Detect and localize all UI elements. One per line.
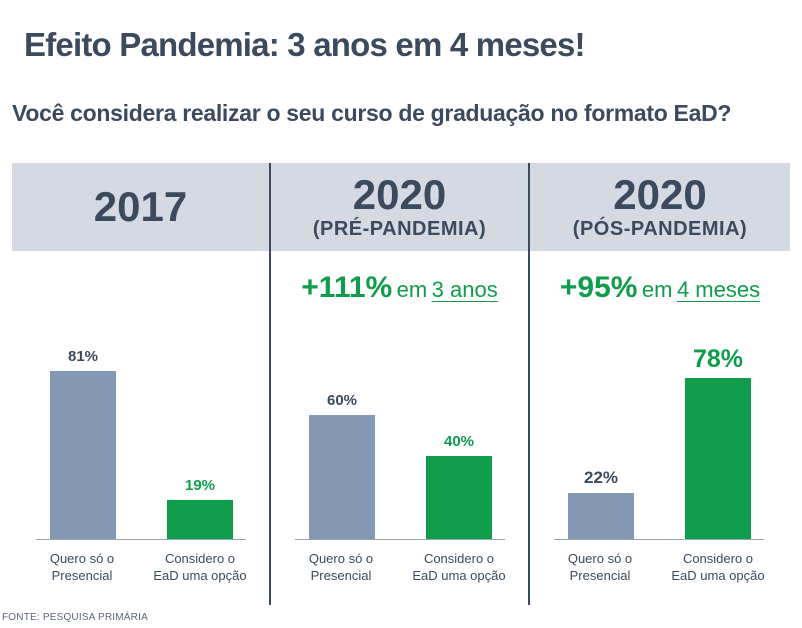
page-title: Efeito Pandemia: 3 anos em 4 meses! bbox=[24, 26, 586, 63]
growth-period: 4 meses bbox=[676, 277, 761, 302]
panel-year: 2017 bbox=[93, 183, 188, 230]
bar-presencial bbox=[50, 371, 116, 539]
chart-baseline bbox=[295, 539, 505, 540]
panel-divider-2 bbox=[528, 163, 530, 605]
category-label: Considero o EaD uma opção bbox=[412, 551, 506, 583]
chart-panel-2020-pre: 2020 (PRÉ-PANDEMIA) +111% em 3 anos 60% Q… bbox=[271, 163, 528, 605]
bar-presencial bbox=[568, 493, 634, 539]
chart-baseline bbox=[554, 539, 764, 540]
panel-header: 2020 (PÓS-PANDEMIA) bbox=[530, 163, 790, 251]
category-label: Quero só o Presencial bbox=[308, 551, 374, 583]
growth-percent: +95% bbox=[559, 271, 638, 304]
category-label: Quero só o Presencial bbox=[49, 551, 115, 583]
bar-value-label: 19% bbox=[184, 476, 216, 494]
bar-value-label: 81% bbox=[67, 348, 99, 366]
panel-header: 2020 (PRÉ-PANDEMIA) bbox=[271, 163, 528, 251]
panel-divider-1 bbox=[269, 163, 271, 605]
growth-period: 3 anos bbox=[431, 277, 498, 302]
category-label: Quero só o Presencial bbox=[567, 551, 633, 583]
growth-word: em bbox=[396, 277, 428, 302]
bar-ead bbox=[685, 377, 751, 539]
bar-value-label: 22% bbox=[583, 468, 619, 488]
growth-callout: +95% em 4 meses bbox=[530, 271, 790, 305]
growth-percent: +111% bbox=[301, 271, 393, 304]
panel-year: 2020 bbox=[352, 171, 447, 218]
bar-value-label: 60% bbox=[326, 391, 358, 409]
chart-baseline bbox=[36, 539, 246, 540]
category-label: Considero o EaD uma opção bbox=[671, 551, 765, 583]
panel-subtitle: (PRÉ-PANDEMIA) bbox=[312, 218, 487, 240]
bar-presencial bbox=[309, 414, 375, 539]
growth-callout: +111% em 3 anos bbox=[271, 271, 528, 305]
panel-year: 2020 bbox=[613, 171, 707, 218]
header-band bbox=[12, 163, 790, 251]
survey-question: Você considera realizar o seu curso de g… bbox=[12, 100, 732, 126]
bar-ead bbox=[167, 499, 233, 539]
category-label: Considero o EaD uma opção bbox=[153, 551, 247, 583]
chart-panel-2017: 2017 81% Quero só o Presencial 19% Consider… bbox=[12, 163, 269, 605]
panel-header: 2017 bbox=[12, 163, 269, 251]
panel-subtitle: (PÓS-PANDEMIA) bbox=[572, 218, 748, 240]
bar-value-label: 40% bbox=[443, 433, 475, 451]
growth-word: em bbox=[641, 277, 673, 302]
bar-value-label: 78% bbox=[692, 344, 744, 373]
bar-ead bbox=[426, 456, 492, 539]
chart-panel-2020-pos: 2020 (PÓS-PANDEMIA) +95% em 4 meses 22% Q… bbox=[530, 163, 790, 605]
source-note: FONTE: PESQUISA PRIMÁRIA bbox=[2, 612, 148, 623]
